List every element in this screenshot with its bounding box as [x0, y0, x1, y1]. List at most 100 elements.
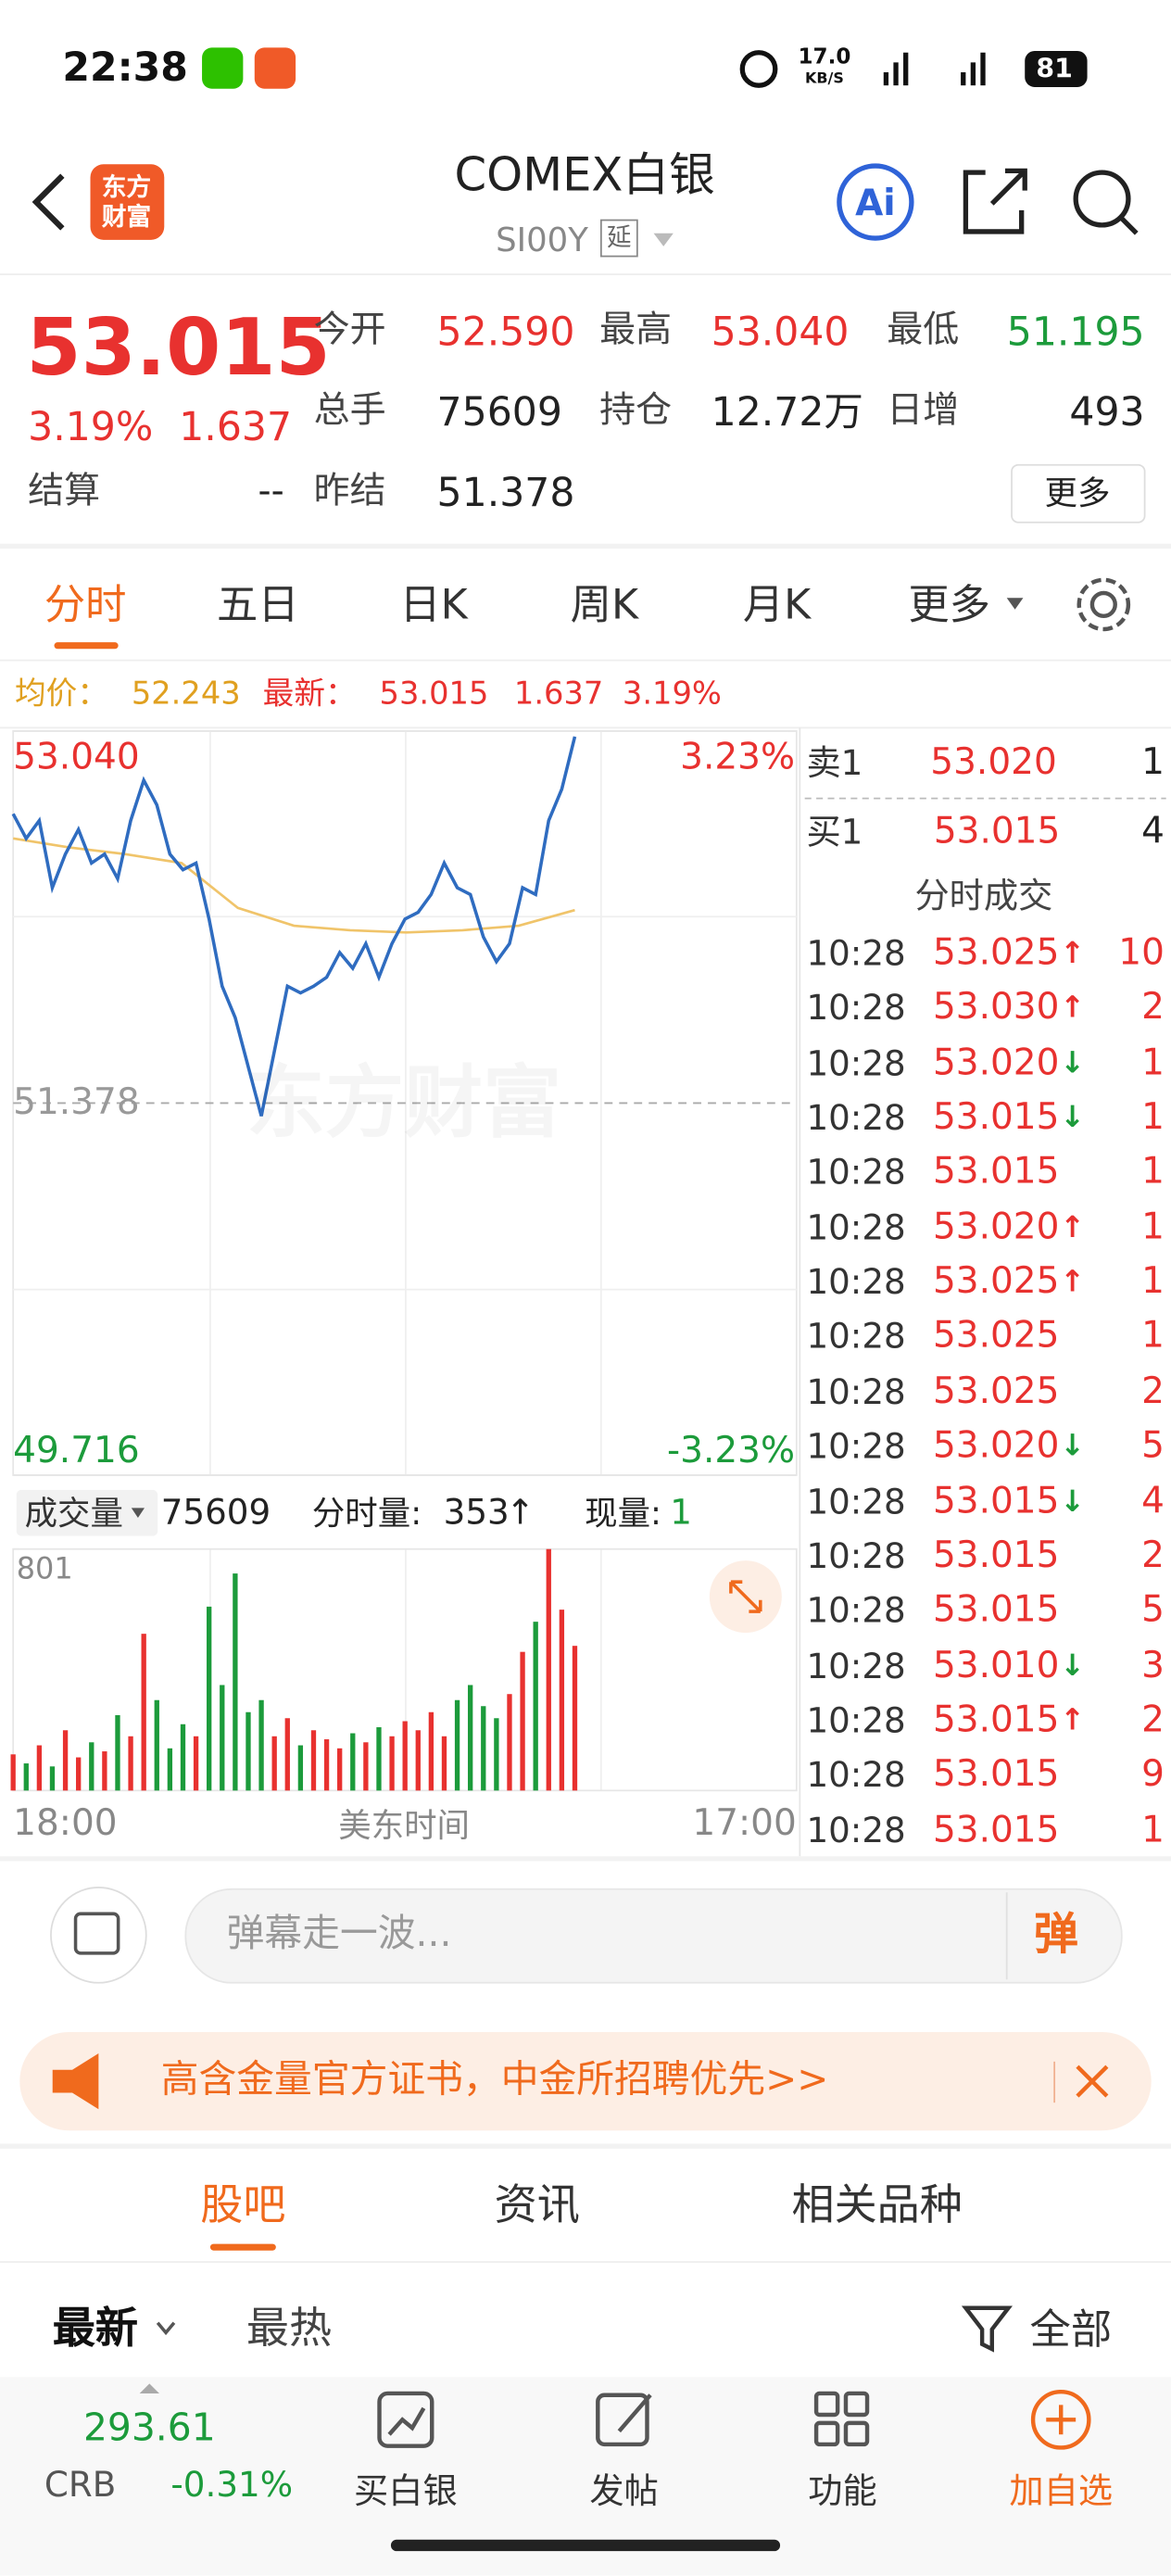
- index-value[interactable]: 293.61: [82, 2407, 216, 2451]
- tab-underline: [54, 642, 119, 650]
- trade-time: 10:28: [806, 1810, 906, 1850]
- more-button-text[interactable]: 更多: [1044, 473, 1111, 513]
- dropdown-arrow: [131, 1508, 145, 1519]
- filter-option[interactable]: 最新: [52, 2305, 138, 2355]
- trade-price: 53.015: [932, 1481, 1060, 1522]
- volume-bar: [102, 1751, 107, 1791]
- expand-icon: [729, 1580, 762, 1613]
- search-button[interactable]: [1073, 170, 1139, 235]
- trade-volume: 2: [1141, 1370, 1165, 1413]
- trade-arrow: ↑: [1060, 1265, 1086, 1300]
- action-label[interactable]: 功能: [808, 2471, 877, 2511]
- field-value: 493: [1069, 389, 1145, 436]
- field-value: 52.590: [436, 309, 575, 355]
- change: 1.637: [513, 676, 604, 713]
- banner[interactable]: [19, 2031, 1152, 2131]
- volume-bar: [23, 1763, 29, 1791]
- last-label: 最新：: [262, 676, 357, 713]
- comment-icon-button[interactable]: [50, 1887, 147, 1984]
- code: SI00Y: [496, 220, 588, 260]
- comment-send[interactable]: 弹: [1033, 1909, 1078, 1961]
- y-tick-label: 801: [16, 1552, 73, 1587]
- volume-bar: [441, 1736, 447, 1791]
- field-label: 最高: [599, 310, 673, 352]
- volume-selector[interactable]: [16, 1489, 158, 1536]
- net-speed: 17.0: [798, 44, 851, 70]
- volume-bar: [520, 1651, 525, 1791]
- field-label: 日增: [887, 390, 960, 433]
- field-value: 51.378: [436, 470, 575, 516]
- trade-volume: 1: [1141, 1042, 1165, 1084]
- tab[interactable]: 五日: [216, 580, 299, 629]
- trade-time: 10:28: [806, 1426, 906, 1467]
- volume-label[interactable]: 成交量: [24, 1493, 123, 1534]
- field-label: 昨结: [313, 471, 386, 513]
- tab[interactable]: 分时: [44, 580, 127, 629]
- clock: 22:38: [62, 44, 188, 91]
- action-label[interactable]: 加自选: [1009, 2471, 1114, 2511]
- volume-bar: [180, 1724, 186, 1791]
- trade-volume: 4: [1141, 1481, 1165, 1522]
- last-price: 53.015: [26, 302, 331, 395]
- more-button[interactable]: [1011, 463, 1146, 524]
- section-underline: [209, 2243, 276, 2251]
- alarm-icon: [739, 50, 778, 88]
- section-tab[interactable]: 相关品种: [791, 2181, 963, 2231]
- add-watchlist-icon[interactable]: [1030, 2389, 1091, 2450]
- trade-arrow: ↓: [1060, 1100, 1086, 1136]
- action-label[interactable]: 买白银: [354, 2471, 458, 2511]
- trade-volume: 1: [1141, 1206, 1165, 1248]
- trade-price: 53.015: [932, 1590, 1060, 1632]
- trade-time: 10:28: [806, 1755, 906, 1796]
- ai-button[interactable]: [837, 163, 914, 241]
- share-button[interactable]: [963, 168, 1027, 234]
- close-banner[interactable]: [1076, 2065, 1109, 2098]
- filter-icon[interactable]: [961, 2305, 1013, 2353]
- trade-time: 10:28: [806, 1043, 906, 1083]
- back-button[interactable]: [31, 173, 65, 231]
- avg-label: 均价：: [14, 676, 109, 713]
- field-value: 12.72万: [711, 389, 863, 436]
- volume-bar: [533, 1622, 538, 1791]
- volume-bar: [220, 1685, 225, 1791]
- expand-arrow[interactable]: [139, 2383, 159, 2393]
- logo: [90, 164, 165, 240]
- comment-icon: [73, 1912, 120, 1955]
- net-speed-unit: KB/S: [805, 71, 844, 88]
- battery: [1025, 50, 1088, 87]
- action-label[interactable]: 发帖: [589, 2471, 659, 2511]
- banner-text[interactable]: 高含金量官方证书，中金所招聘优先>>: [160, 2059, 829, 2102]
- sort-arrow[interactable]: [156, 2321, 176, 2336]
- field-value: 75609: [436, 389, 562, 436]
- volume-bar: [559, 1610, 565, 1791]
- filter-all[interactable]: 全部: [1029, 2305, 1113, 2354]
- comment-input[interactable]: [184, 1888, 1123, 1984]
- section-tab[interactable]: 资讯: [494, 2181, 580, 2231]
- trade-arrow: ↓: [1060, 1045, 1086, 1080]
- volume-bar: [89, 1742, 94, 1791]
- tab[interactable]: 日K: [399, 580, 468, 629]
- volume-bar: [297, 1745, 304, 1791]
- volume-bar: [389, 1736, 395, 1791]
- comment-placeholder[interactable]: 弹幕走一波...: [226, 1913, 452, 1956]
- settings-button[interactable]: [1077, 577, 1131, 632]
- app-icon: [254, 47, 296, 89]
- trade-arrow: ↑: [1060, 1703, 1086, 1738]
- volume-bar: [62, 1730, 69, 1791]
- field-value: 53.040: [711, 309, 850, 355]
- tab[interactable]: 更多: [908, 580, 991, 629]
- trade-price: 53.015: [932, 1809, 1060, 1851]
- x-tick-label: 17:00: [692, 1803, 797, 1845]
- trade-price: 53.025: [932, 932, 1060, 975]
- filter-option[interactable]: 最热: [246, 2305, 333, 2355]
- volume-bar: [36, 1745, 43, 1791]
- volume-bar: [363, 1742, 369, 1791]
- trade-price: 53.030: [932, 988, 1060, 1029]
- section-tab[interactable]: 股吧: [200, 2181, 286, 2231]
- trade-price: 53.020: [932, 1042, 1060, 1084]
- x-tick-label: 美东时间: [338, 1805, 471, 1845]
- dropdown-arrow[interactable]: [653, 233, 674, 246]
- tab[interactable]: 月K: [742, 580, 812, 629]
- tab[interactable]: 周K: [570, 580, 639, 629]
